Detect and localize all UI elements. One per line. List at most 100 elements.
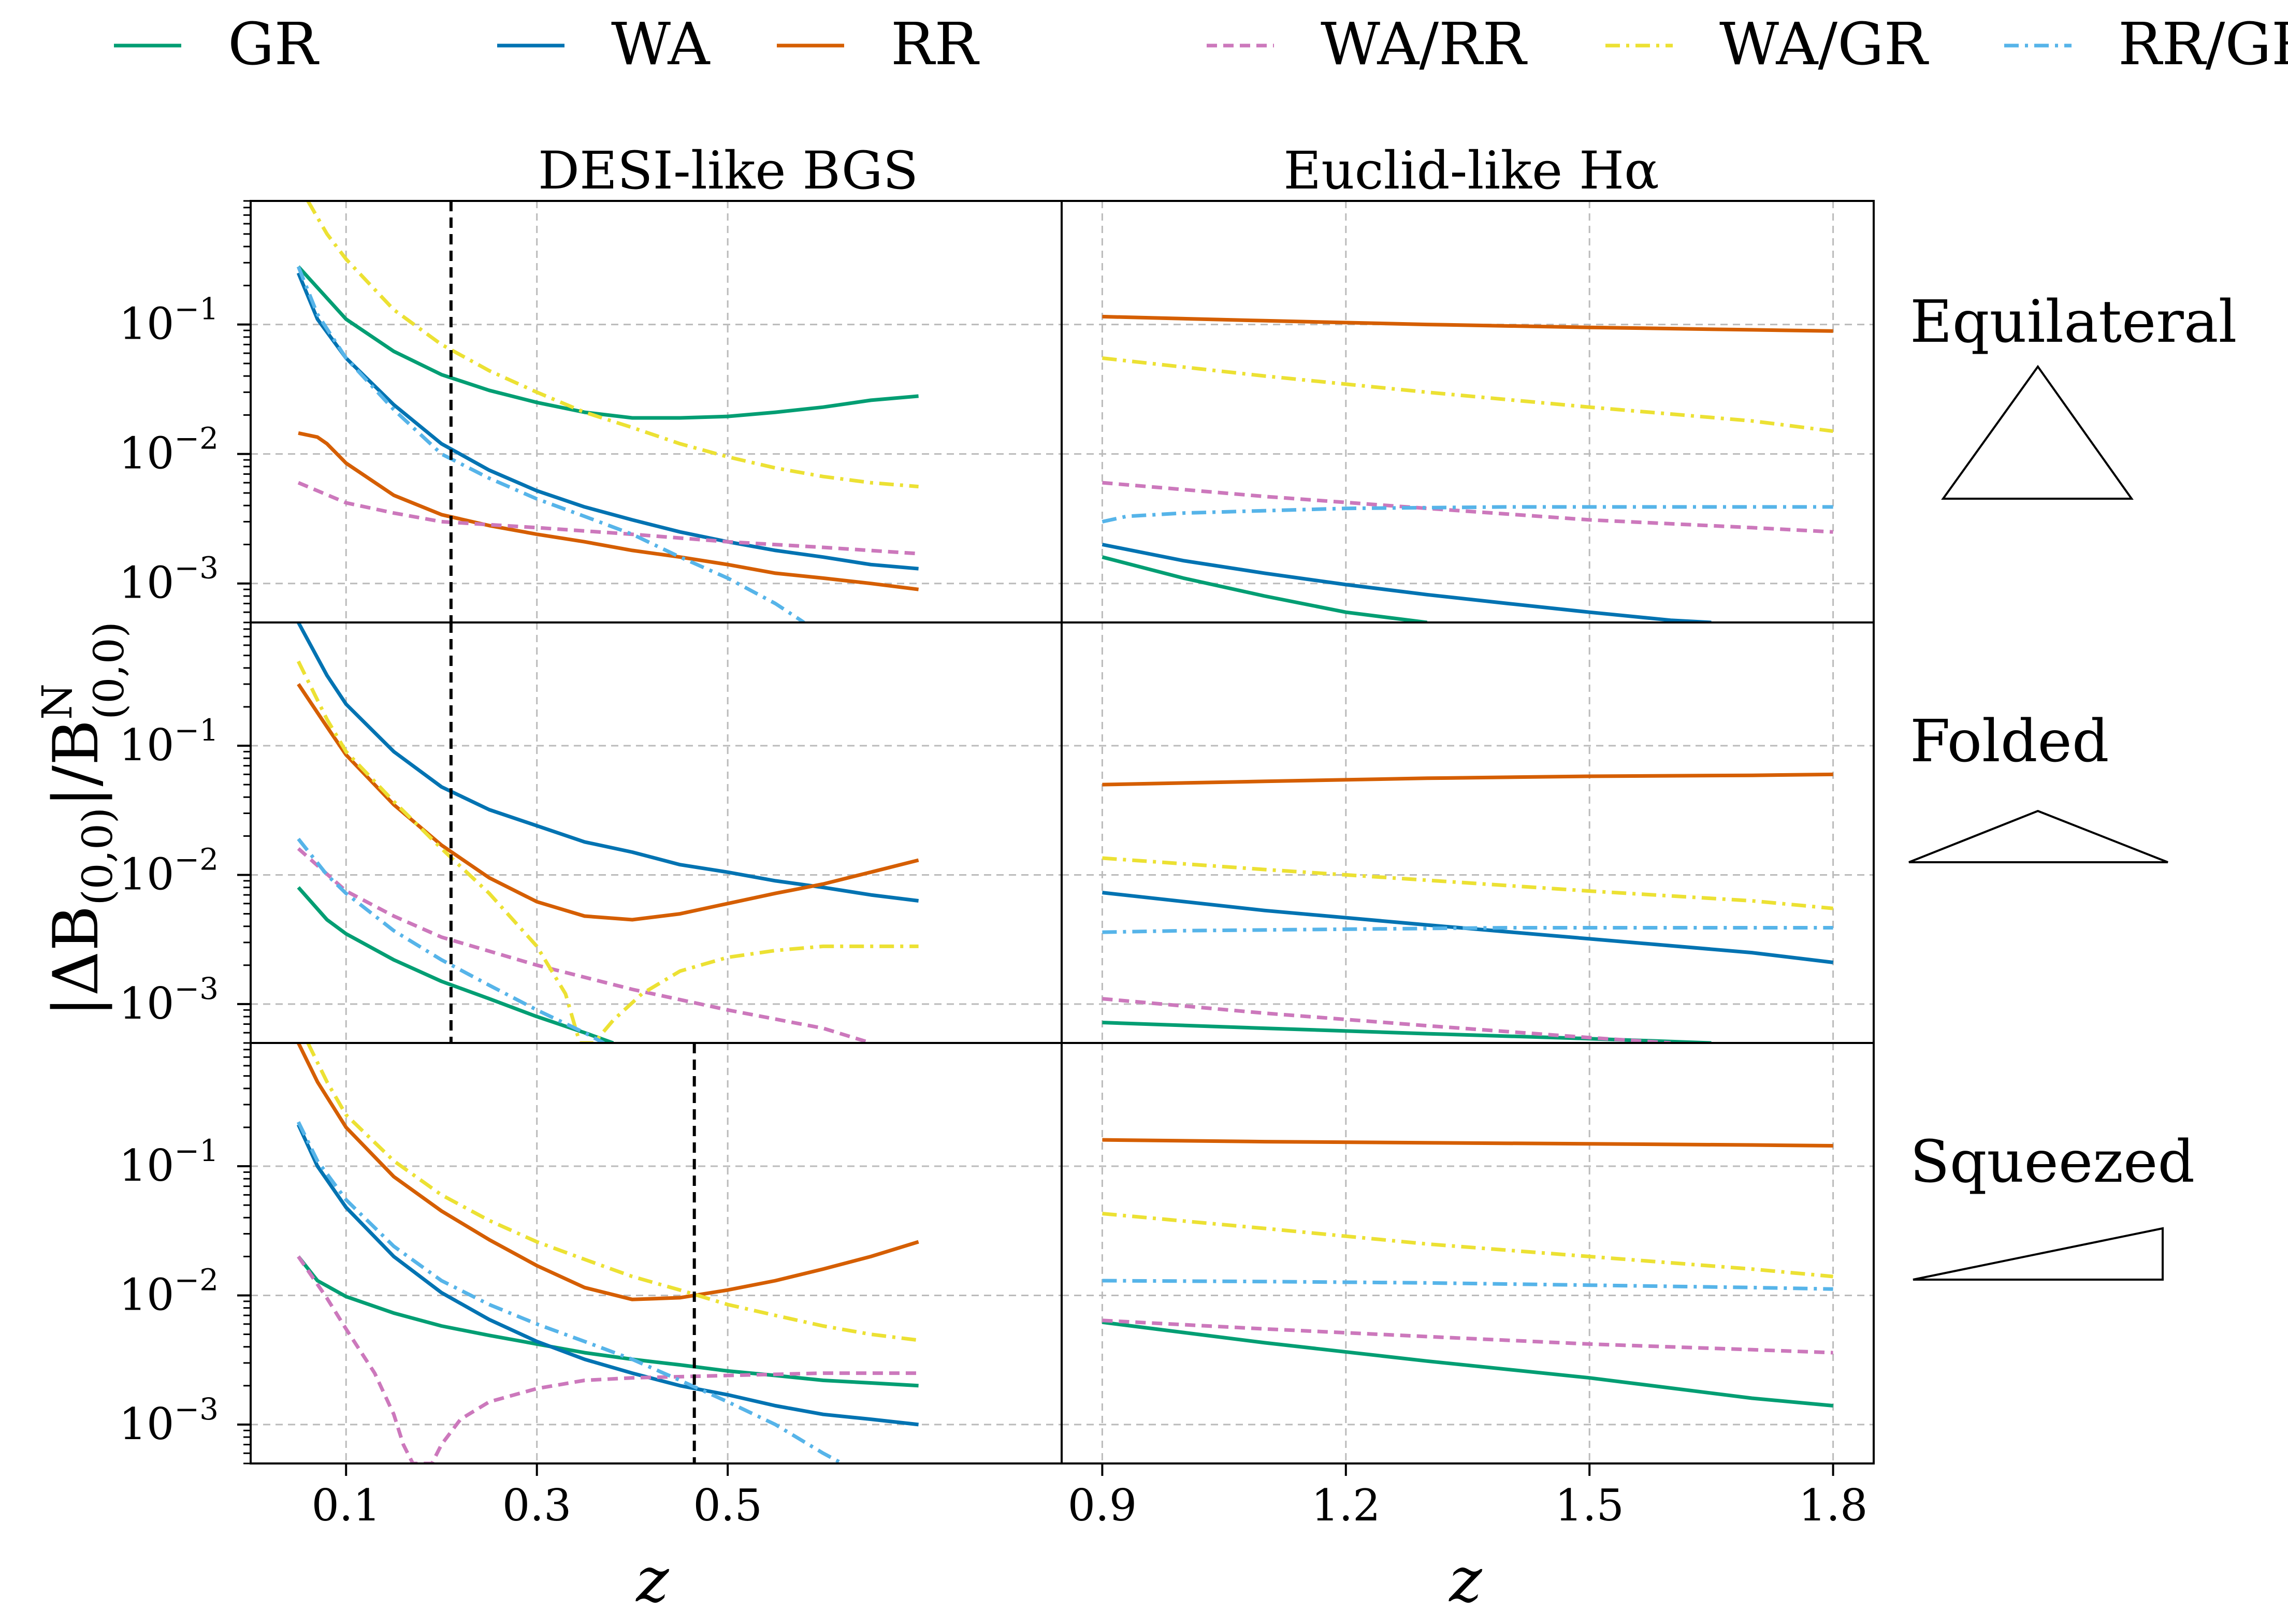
legend-label: WA — [611, 11, 711, 78]
series-line-wa — [296, 1124, 919, 1427]
series-line-gr — [297, 1255, 919, 1388]
panel-frame — [250, 200, 1063, 624]
panel-frame — [1061, 621, 1875, 1044]
series-line-wa-rr — [297, 481, 919, 556]
series-line-wa-gr — [1102, 856, 1833, 910]
panel-frame — [250, 621, 1063, 1044]
panel-frame — [250, 1042, 1063, 1465]
row-label-squeezed: Squeezed — [1910, 1128, 2195, 1196]
series-group — [296, 1043, 919, 1463]
x-tick-label: 1.5 — [1555, 1480, 1624, 1531]
series-line-wa-rr — [297, 1255, 919, 1463]
x-axis-label-left: z — [635, 1544, 669, 1616]
series-line-wa-gr — [1102, 1212, 1833, 1279]
x-tick-label: 0.3 — [502, 1480, 572, 1531]
x-axis-label-right: z — [1448, 1544, 1482, 1616]
series-group — [1102, 1138, 1833, 1408]
grid — [251, 622, 1062, 1043]
grid — [251, 201, 1062, 622]
panel-euclid-like-h-folded — [1061, 621, 1875, 1044]
legend: GR WA RR WA/RR WA/GR RR/GR — [114, 11, 2288, 78]
legend-entry-gr: GR — [114, 11, 320, 78]
panel-euclid-like-h-equilateral — [1061, 200, 1875, 624]
series-line-rr-gr — [296, 266, 805, 622]
series-line-rr-gr — [1102, 926, 1833, 934]
panel-desi-like-bgs-folded: 10−1 10−2 10−3 — [119, 621, 1063, 1044]
series-line-wa-rr — [1102, 481, 1833, 534]
series-group — [1102, 314, 1834, 622]
series-group — [296, 201, 919, 622]
column-title-desi: DESI-like BGS — [538, 140, 918, 201]
legend-label: RR — [891, 11, 980, 78]
y-tick-label: 10−3 — [119, 550, 219, 608]
panel-desi-like-bgs-squeezed: 10−1 10−2 10−3 0.1 0.3 0.5 — [119, 1042, 1063, 1531]
x-tick-label: 0.9 — [1068, 1480, 1137, 1531]
series-line-wa-rr — [1102, 997, 1671, 1043]
series-group — [1102, 772, 1834, 1043]
legend-entry-rr: RR — [777, 11, 980, 78]
y-tick-label: 10−2 — [119, 842, 219, 900]
series-line-gr — [1102, 1021, 1712, 1043]
series-line-wa — [1102, 891, 1834, 964]
series-line-rr-gr — [1102, 1279, 1833, 1291]
row-label-folded: Folded — [1910, 708, 2109, 775]
series-line-gr — [1102, 1320, 1833, 1408]
series-line-rr — [297, 683, 919, 922]
legend-label: WA/RR — [1321, 11, 1528, 78]
series-line-gr — [1102, 555, 1428, 622]
legend-entry-rr-gr: RR/GR — [2004, 11, 2288, 78]
x-tick-label: 0.1 — [311, 1480, 381, 1531]
grid — [1062, 1043, 1874, 1463]
series-line-wa-rr — [297, 847, 872, 1043]
series-line-wa-gr — [306, 201, 919, 489]
legend-entry-wa: WA — [497, 11, 711, 78]
series-line-gr — [297, 886, 614, 1043]
x-tick-label: 0.5 — [693, 1480, 762, 1531]
y-axis-label: |ΔB(0,0)|/BN(0,0) — [33, 621, 133, 1017]
legend-entry-wa-rr: WA/RR — [1207, 11, 1528, 78]
x-tick-label: 1.8 — [1799, 1480, 1868, 1531]
series-group — [296, 622, 919, 1043]
row-labels: Equilateral Folded Squeezed — [1908, 288, 2237, 1281]
equilateral-triangle-icon — [1941, 365, 2134, 500]
series-line-wa — [1102, 543, 1712, 622]
legend-label: RR/GR — [2118, 11, 2288, 78]
x-tick-label: 1.2 — [1311, 1480, 1381, 1531]
column-title-euclid: Euclid-like Hα — [1283, 140, 1659, 201]
grid — [1062, 622, 1874, 1043]
panel-euclid-like-h-squeezed: 0.9 1.2 1.5 1.8 — [1061, 1042, 1875, 1531]
series-line-wa-gr — [1102, 356, 1834, 433]
series-line-wa — [297, 622, 919, 903]
series-line-rr — [296, 1043, 919, 1301]
series-line-gr — [297, 265, 919, 420]
panel-desi-like-bgs-equilateral: 10−1 10−2 10−3 — [119, 200, 1063, 624]
series-line-rr — [1102, 772, 1833, 787]
series-line-rr — [1102, 1138, 1833, 1148]
series-line-wa-gr — [306, 1043, 919, 1342]
series-line-rr-gr — [1102, 505, 1833, 524]
column-titles: DESI-like BGS Euclid-like Hα — [538, 140, 1659, 201]
legend-label: WA/GR — [1719, 11, 1930, 78]
y-tick-label: 10−3 — [119, 971, 219, 1029]
series-line-rr-gr — [297, 837, 605, 1043]
y-tick-label: 10−1 — [119, 292, 219, 350]
grid — [251, 1043, 1062, 1463]
y-tick-label: 10−2 — [119, 421, 219, 479]
grid — [1062, 201, 1874, 622]
series-line-rr-gr — [296, 1121, 843, 1463]
legend-entry-wa-gr: WA/GR — [1605, 11, 1930, 78]
y-tick-label: 10−1 — [119, 713, 219, 771]
series-line-rr — [298, 431, 919, 591]
y-tick-label: 10−3 — [119, 1391, 219, 1449]
series-line-rr — [1102, 314, 1833, 333]
legend-label: GR — [228, 11, 320, 78]
panel-frame — [1061, 1042, 1875, 1465]
row-label-equilateral: Equilateral — [1910, 288, 2237, 356]
series-line-wa-rr — [1102, 1318, 1833, 1355]
y-tick-label: 10−1 — [119, 1133, 219, 1191]
series-line-wa-gr — [296, 660, 919, 1043]
y-tick-label: 10−2 — [119, 1262, 219, 1320]
panels: 10−1 10−2 10−3 10−1 10−2 10−3 10−1 10−2 10−3 0.1 0… — [119, 200, 1875, 1531]
folded-triangle-icon — [1908, 809, 2168, 863]
